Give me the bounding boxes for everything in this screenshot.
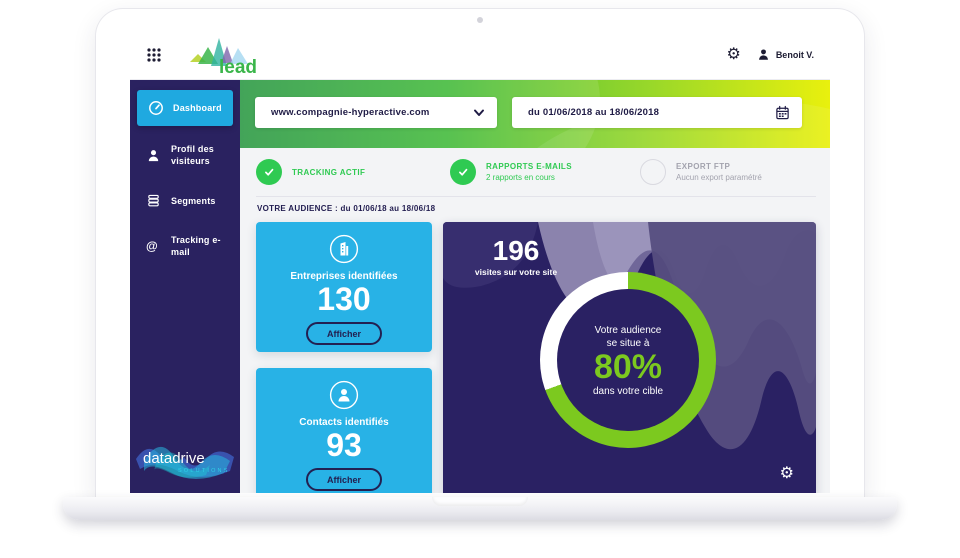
lead-logo: lead: [188, 33, 274, 77]
site-selector-value: www.compagnie-hyperactive.com: [271, 107, 430, 118]
tracking-email-icon: @: [146, 239, 158, 254]
filter-band: www.compagnie-hyperactive.com du 01/06/2…: [240, 80, 830, 148]
card-entreprises: Entreprises identifiées 130 Afficher: [256, 222, 432, 352]
sidebar: Dashboard Profil des visiteurs: [130, 80, 240, 493]
sidebar-item-label: Dashboard: [173, 102, 222, 113]
status-export-ftp: EXPORT FTP Aucun export paramétré: [640, 159, 762, 185]
donut-chart: [540, 272, 716, 448]
chart-settings-gear-icon[interactable]: ⚙: [779, 465, 794, 482]
dashboard-screen: lead ⚙ Benoit V.: [130, 30, 830, 493]
top-bar: lead ⚙ Benoit V.: [130, 30, 830, 80]
building-icon: [329, 234, 359, 264]
sidebar-item-label: Segments: [171, 195, 216, 206]
settings-gear-icon[interactable]: ⚙: [726, 45, 741, 63]
check-icon: [450, 159, 476, 185]
card-value: 130: [317, 281, 371, 317]
donut-percent: 80%: [593, 348, 663, 386]
sidebar-item-tracking-email[interactable]: @ Tracking e-mail: [130, 221, 240, 271]
visits-value: 196: [492, 235, 540, 266]
card-title: Entreprises identifiées: [290, 271, 398, 282]
datadrive-name: datadrive: [143, 450, 205, 467]
site-selector[interactable]: www.compagnie-hyperactive.com: [255, 97, 497, 128]
audience-card: 196 visites sur votre site Votre audienc…: [443, 222, 816, 493]
donut-center-label: Votre audience se situe à 80% dans votre…: [558, 324, 698, 397]
card-value: 93: [326, 427, 362, 463]
visits-label: visites sur votre site: [474, 267, 558, 278]
donut-line2: se situe à: [606, 338, 650, 349]
contact-icon: [329, 380, 359, 410]
sidebar-item-label: Tracking e-mail: [171, 235, 221, 258]
laptop-base: [63, 497, 897, 520]
sidebar-item-segments[interactable]: Segments: [130, 180, 240, 221]
status-subtitle: 2 rapports en cours: [486, 173, 555, 182]
sidebar-item-label: Profil des visiteurs: [171, 144, 215, 167]
user-menu[interactable]: Benoit V.: [757, 48, 814, 61]
empty-circle-icon: [640, 159, 666, 185]
datadrive-logo: datadrive SOLUTIONS: [130, 421, 240, 493]
afficher-button[interactable]: Afficher: [306, 322, 382, 346]
user-icon: [758, 49, 768, 60]
donut-line1: Votre audience: [594, 325, 662, 336]
datadrive-sub: SOLUTIONS: [178, 468, 230, 474]
card-contacts: Contacts identifiés 93 Afficher: [256, 368, 432, 493]
sidebar-item-dashboard[interactable]: Dashboard: [137, 90, 233, 126]
sidebar-item-profil-visiteurs[interactable]: Profil des visiteurs: [130, 130, 240, 180]
card-title: Contacts identifiés: [299, 417, 389, 428]
dashboard-icon: [148, 100, 164, 116]
date-range-value: du 01/06/2018 au 18/06/2018: [528, 107, 660, 118]
status-title: TRACKING ACTIF: [292, 167, 366, 177]
visitors-icon: [146, 148, 162, 163]
section-title: VOTRE AUDIENCE : du 01/06/18 au 18/06/18: [257, 204, 436, 213]
divider: [256, 196, 816, 197]
status-rapports: RAPPORTS E-MAILS 2 rapports en cours: [450, 159, 572, 185]
brand-text: lead: [219, 57, 257, 77]
main-content: TRACKING ACTIF RAPPORTS E-MAILS 2 rappor…: [240, 148, 830, 493]
user-name: Benoit V.: [775, 49, 814, 60]
visits-metric: 196 visites sur votre site: [461, 235, 571, 278]
laptop-scoop: [432, 497, 528, 506]
status-title: RAPPORTS E-MAILS: [486, 162, 572, 171]
status-title: EXPORT FTP: [676, 162, 731, 171]
status-subtitle: Aucun export paramétré: [676, 173, 762, 182]
segments-icon: [146, 193, 162, 208]
donut-line3: dans votre cible: [592, 385, 664, 397]
chevron-down-icon: [473, 107, 485, 118]
afficher-button[interactable]: Afficher: [306, 468, 382, 492]
date-range-picker[interactable]: du 01/06/2018 au 18/06/2018: [512, 97, 802, 128]
calendar-icon: [775, 105, 790, 120]
laptop-camera-dot: [477, 17, 483, 23]
status-tracking: TRACKING ACTIF: [256, 159, 365, 185]
check-icon: [256, 159, 282, 185]
app-grid-icon[interactable]: [146, 45, 166, 65]
